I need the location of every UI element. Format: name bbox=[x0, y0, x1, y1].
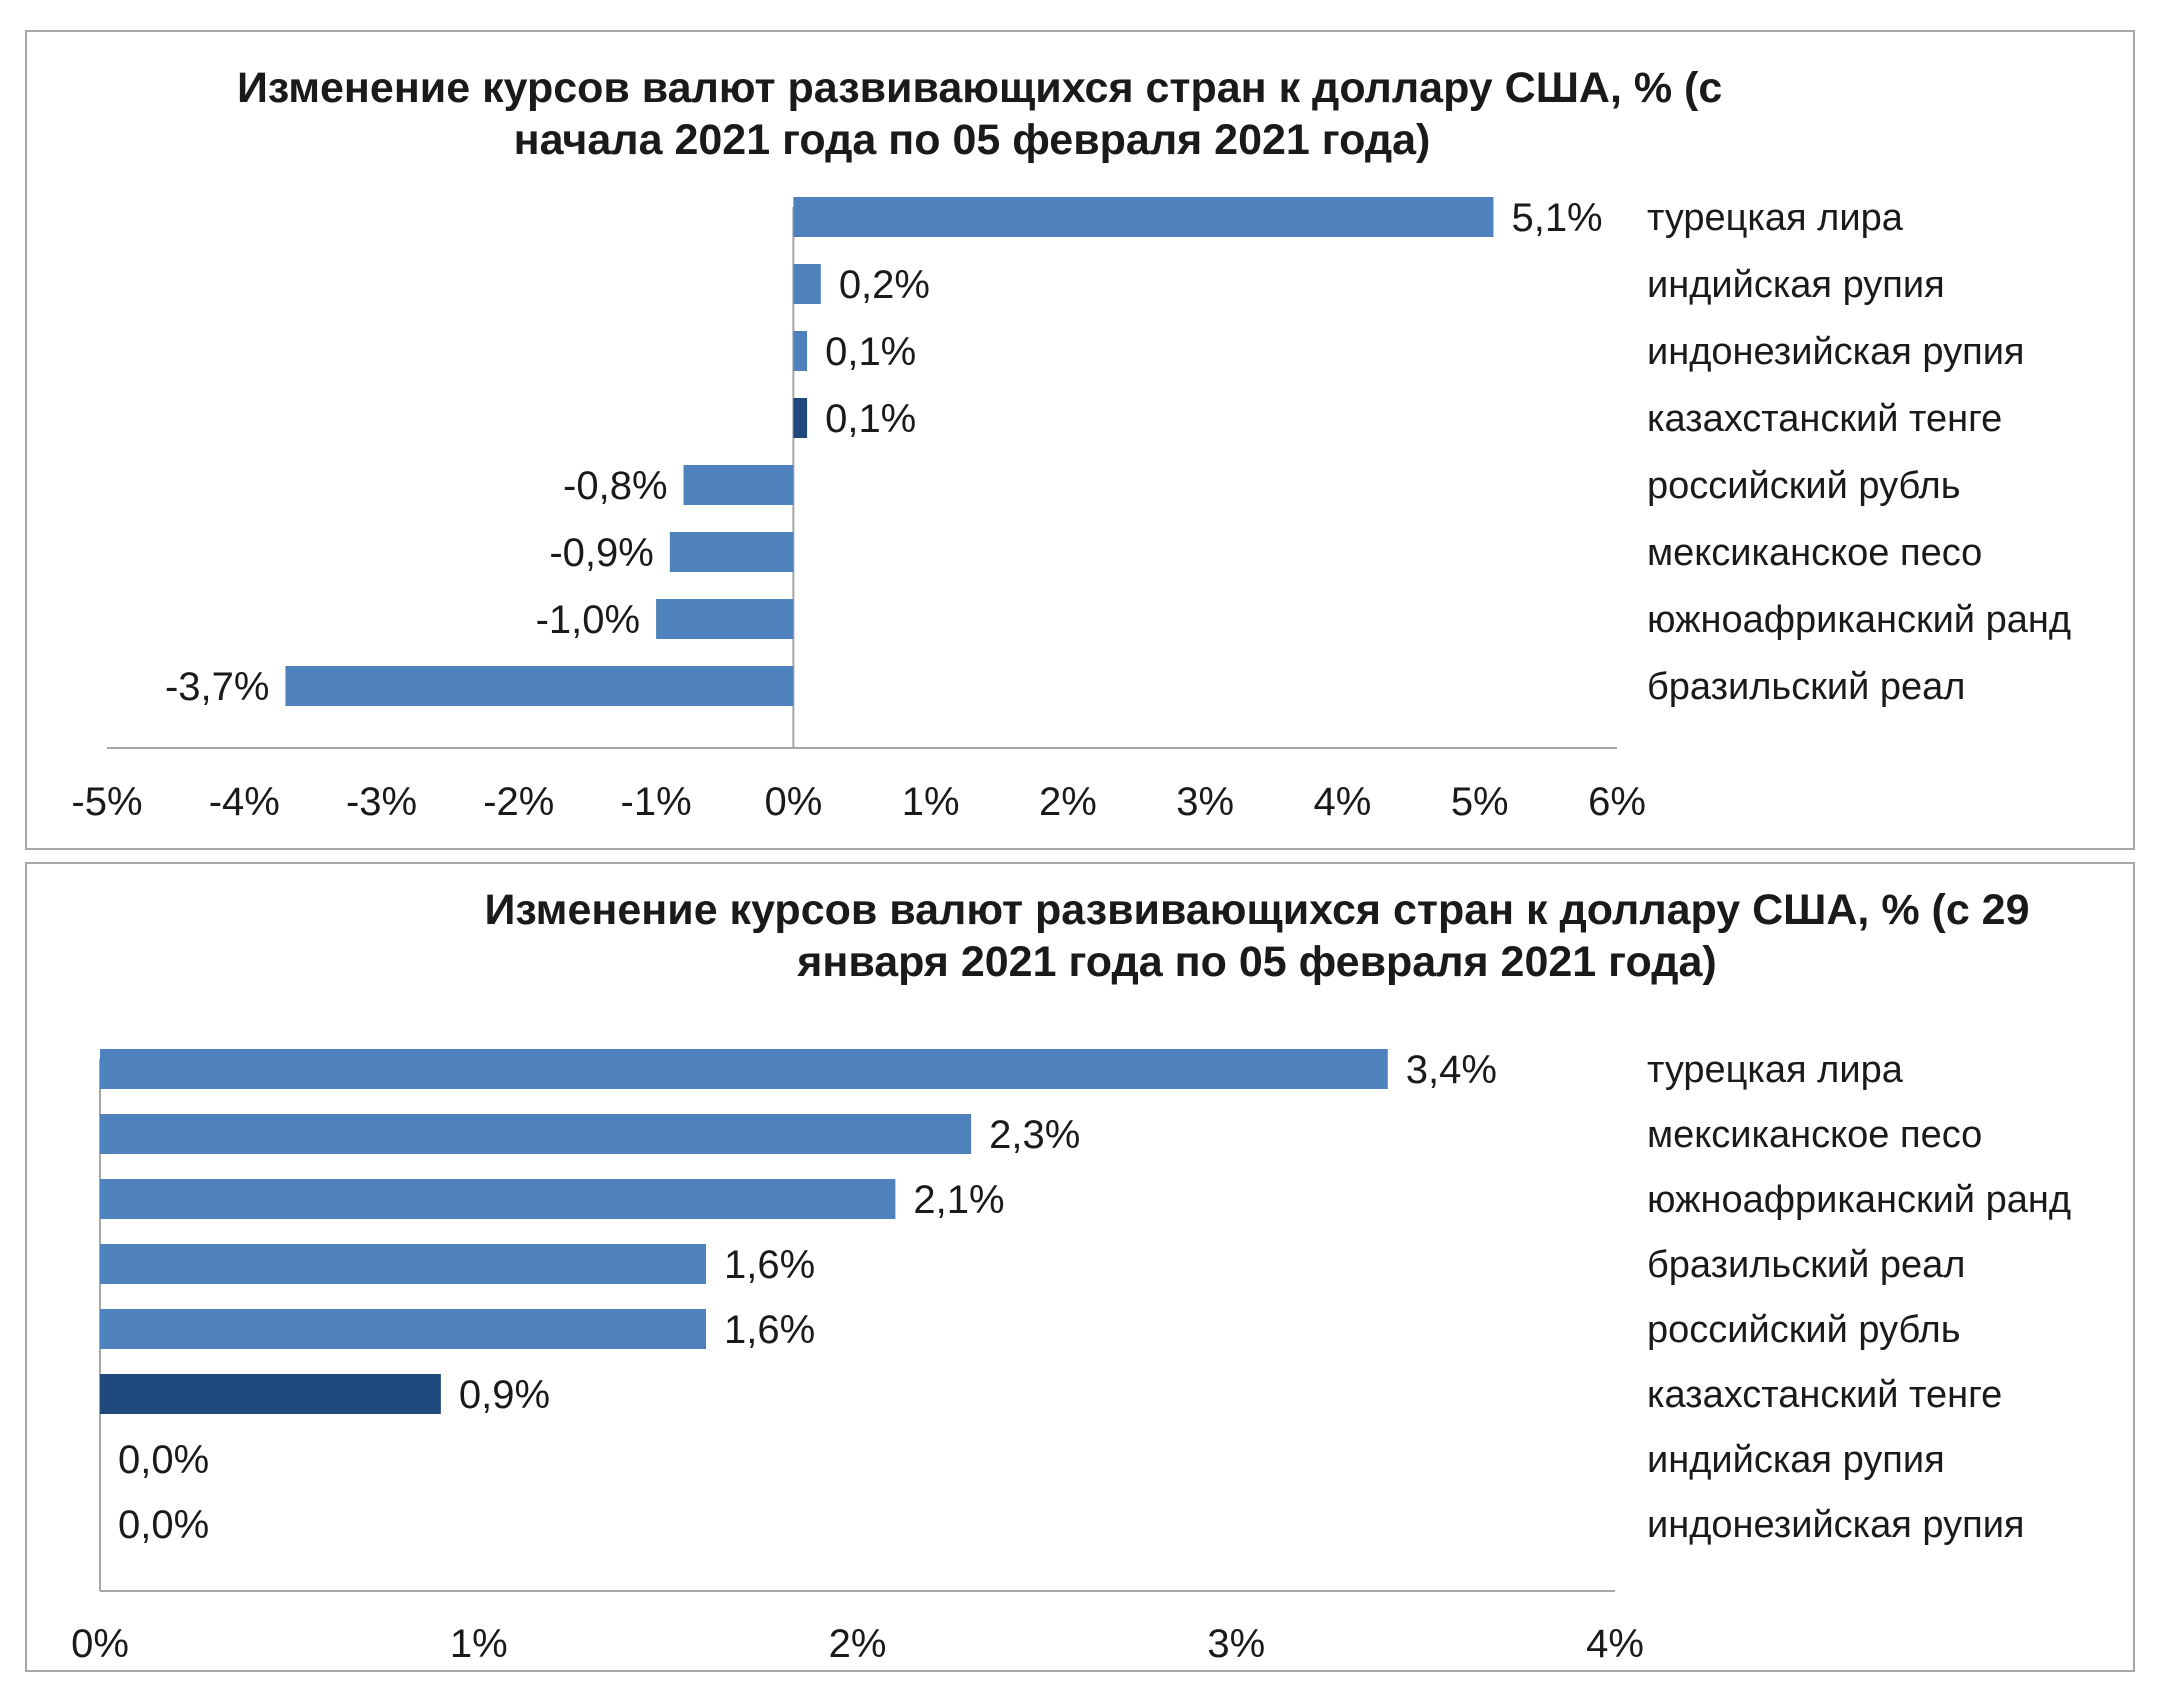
category-label: турецкая лира bbox=[1647, 1049, 1904, 1091]
data-label: 0,0% bbox=[118, 1438, 209, 1482]
x-tick-label: 1% bbox=[902, 780, 960, 824]
chart-panel-2: Изменение курсов валют развивающихся стр… bbox=[25, 862, 2135, 1672]
category-label: мексиканское песо bbox=[1647, 1114, 1982, 1156]
bar bbox=[100, 1244, 706, 1284]
bar bbox=[793, 197, 1494, 237]
x-tick-label: 4% bbox=[1586, 1622, 1644, 1666]
bar-chart-2: 0% 1% 2% 3% 4% 3,4% турецкая лира 2,3% мексиканс… bbox=[71, 1048, 2071, 1666]
category-label: казахстанский тенге bbox=[1647, 1374, 2002, 1416]
category-label: южноафриканский ранд bbox=[1647, 1179, 2071, 1221]
chart-title-2: Изменение курсов валют развивающихся стр… bbox=[407, 884, 2107, 988]
chart-title-2-line-1: Изменение курсов валют развивающихся стр… bbox=[484, 886, 2030, 934]
x-tick-label: 1% bbox=[450, 1622, 508, 1666]
chart-title-1-line-2: начала 2021 года по 05 февраля 2021 года… bbox=[513, 116, 1431, 164]
category-label: бразильский реал bbox=[1647, 666, 1965, 708]
category-label: турецкая лира bbox=[1647, 197, 1904, 239]
x-tick-label: -5% bbox=[71, 780, 142, 824]
data-label: 0,9% bbox=[459, 1373, 550, 1417]
data-label: 0,0% bbox=[118, 1503, 209, 1547]
x-tick-label: 3% bbox=[1176, 780, 1234, 824]
data-label: 0,1% bbox=[825, 397, 916, 441]
category-label: казахстанский тенге bbox=[1647, 398, 2002, 440]
bar bbox=[683, 465, 794, 505]
data-label: 1,6% bbox=[724, 1243, 815, 1287]
category-label: бразильский реал bbox=[1647, 1244, 1965, 1286]
category-label: южноафриканский ранд bbox=[1647, 599, 2071, 641]
data-label: 0,2% bbox=[839, 263, 930, 307]
bar bbox=[100, 1049, 1388, 1089]
bar bbox=[100, 1374, 441, 1414]
x-tick-label: 4% bbox=[1314, 780, 1372, 824]
bar bbox=[100, 1309, 706, 1349]
chart-title-1-line-1: Изменение курсов валют развивающихся стр… bbox=[237, 64, 1723, 112]
category-label: индонезийская рупия bbox=[1647, 1504, 2025, 1546]
x-tick-label: -4% bbox=[209, 780, 280, 824]
data-label: 1,6% bbox=[724, 1308, 815, 1352]
x-tick-label: 0% bbox=[764, 780, 822, 824]
data-label: 5,1% bbox=[1511, 196, 1602, 240]
chart-title-2-line-2: января 2021 года по 05 февраля 2021 года… bbox=[797, 938, 1717, 986]
x-tick-label: 5% bbox=[1451, 780, 1509, 824]
x-tick-label: -3% bbox=[346, 780, 417, 824]
x-tick-label: -2% bbox=[483, 780, 554, 824]
data-label: -3,7% bbox=[165, 665, 270, 709]
data-label: 2,1% bbox=[913, 1178, 1004, 1222]
bar bbox=[793, 264, 821, 304]
data-label: -0,9% bbox=[549, 531, 654, 575]
bar bbox=[669, 532, 794, 572]
bar bbox=[100, 1179, 896, 1219]
x-tick-label: 2% bbox=[1039, 780, 1097, 824]
x-tick-label: 2% bbox=[829, 1622, 887, 1666]
data-label: 2,3% bbox=[989, 1113, 1080, 1157]
bar-chart-1: -5% -4% -3% -2% -1% 0% 1% 2% 3% 4% 5% 6% 5,1% турецка… bbox=[71, 196, 2071, 824]
bar bbox=[793, 398, 808, 438]
chart-title-1: Изменение курсов валют развивающихся стр… bbox=[237, 62, 1722, 166]
category-label: мексиканское песо bbox=[1647, 532, 1982, 574]
data-label: -1,0% bbox=[536, 598, 641, 642]
x-tick-label: 6% bbox=[1588, 780, 1646, 824]
bar bbox=[656, 599, 794, 639]
data-label: 3,4% bbox=[1406, 1048, 1497, 1092]
x-tick-label: 3% bbox=[1207, 1622, 1265, 1666]
category-label: российский рубль bbox=[1647, 1309, 1961, 1351]
bar bbox=[100, 1114, 972, 1154]
category-label: индийская рупия bbox=[1647, 1439, 1945, 1481]
chart-panel-1: Изменение курсов валют развивающихся стр… bbox=[25, 30, 2135, 850]
category-label: индонезийская рупия bbox=[1647, 331, 2025, 373]
category-label: российский рубль bbox=[1647, 465, 1961, 507]
category-label: индийская рупия bbox=[1647, 264, 1945, 306]
data-label: 0,1% bbox=[825, 330, 916, 374]
x-tick-label: -1% bbox=[621, 780, 692, 824]
data-label: -0,8% bbox=[563, 464, 668, 508]
bar bbox=[793, 331, 808, 371]
x-tick-label: 0% bbox=[71, 1622, 129, 1666]
bar bbox=[285, 666, 794, 706]
